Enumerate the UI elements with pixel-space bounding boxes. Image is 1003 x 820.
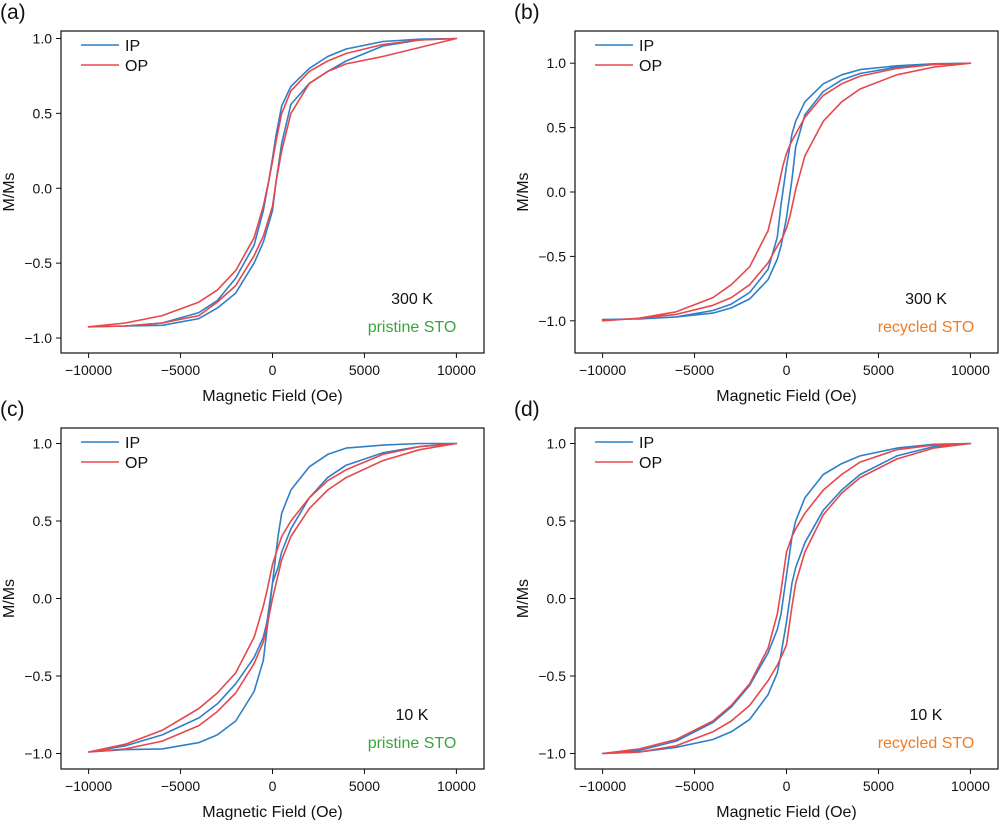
y-tick-label: −0.5: [538, 668, 566, 684]
y-tick-label: 0.0: [33, 180, 53, 196]
y-tick-label: 0.5: [547, 120, 567, 136]
panel-label: (a): [0, 1, 26, 24]
annotation: pristine STO: [368, 735, 457, 752]
x-tick-label: −5000: [675, 778, 715, 794]
x-tick-label: 10000: [437, 778, 476, 794]
panel-a: (a) −10000 −5000 0 5000 10000 −1.0 −0.5 0.0 0.5 1.…: [0, 1, 485, 405]
legend-label-op: OP: [125, 58, 148, 75]
y-tick-label: 1.0: [33, 436, 53, 452]
x-axis-label: Magnetic Field (Oe): [716, 388, 857, 405]
panel-label: (d): [514, 398, 540, 421]
legend-label-ip: IP: [639, 435, 654, 452]
y-tick-label: 0.0: [547, 184, 567, 200]
y-axis-label: M/Ms: [1, 579, 18, 618]
x-tick-label: 5000: [863, 778, 894, 794]
x-tick-label: −5000: [675, 362, 715, 378]
y-tick-label: 1.0: [547, 55, 567, 71]
y-tick-label: −1.0: [24, 330, 52, 346]
annotation: 300 K: [391, 291, 433, 308]
x-tick-label: −10000: [579, 778, 626, 794]
y-tick-label: 0.5: [33, 105, 53, 121]
series-line-op: [601, 62, 972, 322]
annotation: recycled STO: [878, 319, 975, 336]
annotation: 300 K: [905, 291, 947, 308]
x-tick-label: 10000: [951, 778, 990, 794]
legend-label-op: OP: [125, 455, 148, 472]
x-tick-label: 0: [783, 362, 791, 378]
x-tick-label: 5000: [349, 778, 380, 794]
x-tick-label: 10000: [951, 362, 990, 378]
x-tick-label: −10000: [579, 362, 626, 378]
x-tick-label: −5000: [161, 778, 201, 794]
series-line-op: [87, 37, 458, 328]
x-tick-label: 5000: [349, 362, 380, 378]
y-tick-label: −1.0: [24, 746, 52, 762]
series-line-op: [87, 442, 458, 753]
panel-c: (c) −10000 −5000 0 5000 10000 −1.0 −0.5 0.0 0.5 1.…: [0, 398, 485, 820]
legend-label-op: OP: [639, 455, 662, 472]
x-tick-label: 0: [269, 362, 277, 378]
series-line-op: [601, 442, 972, 755]
x-tick-label: −10000: [65, 778, 112, 794]
annotation: 10 K: [396, 707, 429, 724]
y-tick-label: −0.5: [24, 668, 52, 684]
panel-d: (d) −10000 −5000 0 5000 10000 −1.0 −0.5 0.0 0.5 1.…: [514, 398, 999, 820]
annotation: 10 K: [910, 707, 943, 724]
x-tick-label: 5000: [863, 362, 894, 378]
series-line-ip: [601, 62, 972, 321]
x-tick-label: −5000: [161, 362, 201, 378]
x-axis-label: Magnetic Field (Oe): [716, 804, 857, 820]
x-tick-label: 10000: [437, 362, 476, 378]
y-tick-label: −1.0: [538, 313, 566, 329]
y-tick-label: 1.0: [33, 30, 53, 46]
legend-label-ip: IP: [125, 38, 140, 55]
x-tick-label: −10000: [65, 362, 112, 378]
y-tick-label: −1.0: [538, 746, 566, 762]
x-tick-label: 0: [269, 778, 277, 794]
series-line-ip: [87, 37, 458, 328]
legend-label-ip: IP: [639, 38, 654, 55]
y-tick-label: −0.5: [24, 255, 52, 271]
panel-b: (b) −10000 −5000 0 5000 10000 −1.0 −0.5 0.0 0.5 1.…: [514, 1, 999, 405]
panel-label: (c): [0, 398, 25, 421]
x-axis-label: Magnetic Field (Oe): [202, 388, 343, 405]
y-tick-label: 1.0: [547, 436, 567, 452]
x-axis-label: Magnetic Field (Oe): [202, 804, 343, 820]
y-axis-label: M/Ms: [1, 172, 18, 211]
y-axis-label: M/Ms: [515, 172, 532, 211]
x-tick-label: 0: [783, 778, 791, 794]
y-tick-label: 0.5: [547, 513, 567, 529]
y-tick-label: 0.0: [33, 591, 53, 607]
y-tick-label: 0.0: [547, 591, 567, 607]
y-tick-label: 0.5: [33, 513, 53, 529]
y-tick-label: −0.5: [538, 248, 566, 264]
y-axis-label: M/Ms: [515, 579, 532, 618]
legend-label-ip: IP: [125, 435, 140, 452]
annotation: pristine STO: [368, 319, 457, 336]
annotation: recycled STO: [878, 735, 975, 752]
legend-label-op: OP: [639, 58, 662, 75]
panel-label: (b): [514, 1, 540, 24]
